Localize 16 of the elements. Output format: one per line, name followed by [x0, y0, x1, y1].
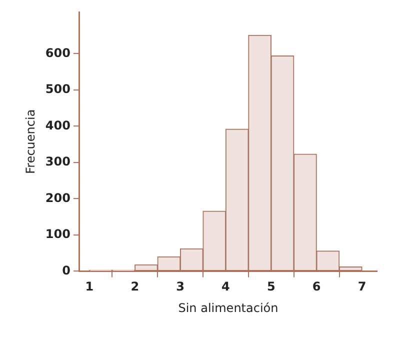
y-tick-label: 0: [62, 263, 70, 278]
x-axis-title: Sin alimentación: [178, 300, 278, 315]
x-tick-label: 4: [222, 280, 230, 294]
y-tick-label: 600: [45, 46, 70, 60]
x-tick-label: 1: [85, 280, 94, 294]
x-tick-label: 7: [358, 280, 366, 294]
y-tick-label: 500: [45, 82, 70, 96]
y-tick-label: 100: [45, 227, 70, 242]
x-tick-label: 6: [312, 280, 321, 294]
y-tick-label: 400: [45, 118, 70, 132]
x-tick-label: 3: [176, 280, 184, 294]
y-axis-title: Frecuencia: [23, 109, 38, 174]
x-tick-label: 2: [130, 280, 140, 294]
y-tick-label: 300: [45, 154, 70, 169]
x-tick-label: 5: [266, 280, 276, 294]
y-tick-label: 200: [45, 190, 70, 205]
